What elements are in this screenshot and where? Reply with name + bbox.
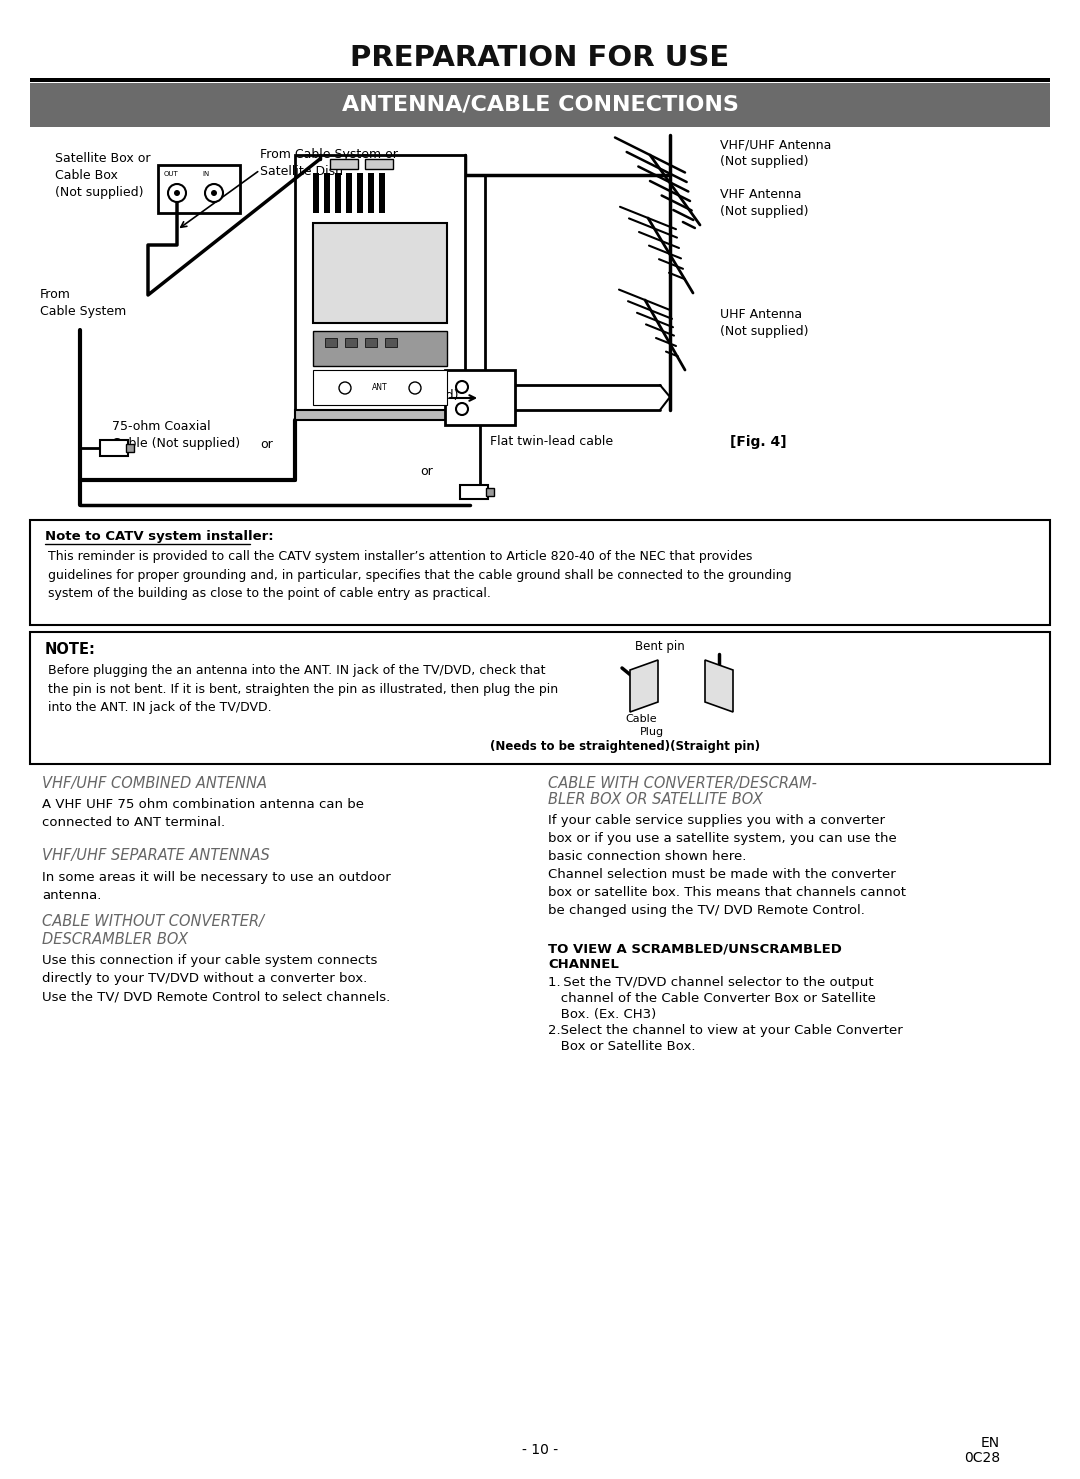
Text: From
Cable System: From Cable System bbox=[40, 288, 126, 318]
Text: - 10 -: - 10 - bbox=[522, 1444, 558, 1457]
Text: or: or bbox=[420, 464, 433, 478]
Circle shape bbox=[211, 189, 217, 197]
Bar bbox=[30, 632, 1050, 765]
Text: Cable: Cable bbox=[625, 714, 657, 725]
Text: 1. Set the TV/DVD channel selector to the output: 1. Set the TV/DVD channel selector to th… bbox=[548, 976, 874, 989]
Text: Box. (Ex. CH3): Box. (Ex. CH3) bbox=[548, 1009, 657, 1021]
Text: 2.Select the channel to view at your Cable Converter: 2.Select the channel to view at your Cab… bbox=[548, 1023, 903, 1037]
Bar bbox=[313, 173, 319, 213]
Text: Plug: Plug bbox=[640, 728, 664, 737]
Bar bbox=[325, 339, 337, 348]
Polygon shape bbox=[705, 660, 733, 711]
Circle shape bbox=[456, 382, 468, 393]
Bar bbox=[345, 339, 357, 348]
Bar bbox=[379, 173, 384, 213]
Bar bbox=[295, 410, 465, 420]
Text: CABLE WITHOUT CONVERTER/
DESCRAMBLER BOX: CABLE WITHOUT CONVERTER/ DESCRAMBLER BOX bbox=[42, 914, 264, 947]
Text: UHF Antenna
(Not supplied): UHF Antenna (Not supplied) bbox=[720, 308, 809, 339]
Circle shape bbox=[205, 183, 222, 203]
Text: EN: EN bbox=[981, 1436, 1000, 1449]
Text: In some areas it will be necessary to use an outdoor
antenna.: In some areas it will be necessary to us… bbox=[42, 871, 391, 902]
Text: OUT: OUT bbox=[164, 172, 179, 177]
Bar bbox=[357, 173, 363, 213]
Bar bbox=[158, 166, 240, 213]
Text: TO VIEW A SCRAMBLED/UNSCRAMBLED
CHANNEL: TO VIEW A SCRAMBLED/UNSCRAMBLED CHANNEL bbox=[548, 942, 842, 972]
Text: channel of the Cable Converter Box or Satellite: channel of the Cable Converter Box or Sa… bbox=[548, 992, 876, 1006]
Bar bbox=[313, 370, 447, 405]
Polygon shape bbox=[630, 660, 658, 711]
Bar bbox=[295, 155, 465, 410]
Text: If your cable service supplies you with a converter
box or if you use a satellit: If your cable service supplies you with … bbox=[548, 813, 906, 917]
Bar bbox=[30, 78, 1050, 81]
Bar bbox=[346, 173, 352, 213]
Bar bbox=[335, 173, 341, 213]
Text: PREPARATION FOR USE: PREPARATION FOR USE bbox=[350, 44, 730, 72]
Bar bbox=[365, 160, 393, 169]
Circle shape bbox=[456, 402, 468, 416]
Text: Use this connection if your cable system connects
directly to your TV/DVD withou: Use this connection if your cable system… bbox=[42, 954, 390, 1003]
Bar bbox=[365, 339, 377, 348]
Text: [Fig. 4]: [Fig. 4] bbox=[730, 435, 786, 450]
Text: IN: IN bbox=[202, 172, 210, 177]
Text: VHF/UHF SEPARATE ANTENNAS: VHF/UHF SEPARATE ANTENNAS bbox=[42, 847, 270, 864]
Text: ANT: ANT bbox=[373, 383, 388, 392]
Bar bbox=[30, 521, 1050, 626]
Text: Box or Satellite Box.: Box or Satellite Box. bbox=[548, 1040, 696, 1053]
Text: 75-ohm Coaxial
Cable (Not supplied): 75-ohm Coaxial Cable (Not supplied) bbox=[112, 420, 240, 450]
Text: CABLE WITH CONVERTER/DESCRAM-: CABLE WITH CONVERTER/DESCRAM- bbox=[548, 776, 816, 791]
Circle shape bbox=[339, 382, 351, 393]
Text: VHF Antenna
(Not supplied): VHF Antenna (Not supplied) bbox=[720, 188, 809, 217]
Circle shape bbox=[409, 382, 421, 393]
Bar bbox=[330, 160, 357, 169]
Text: 0C28: 0C28 bbox=[963, 1451, 1000, 1466]
Text: This reminder is provided to call the CATV system installer’s attention to Artic: This reminder is provided to call the CA… bbox=[48, 550, 792, 600]
Text: From Cable System or
Satellite Dish: From Cable System or Satellite Dish bbox=[260, 148, 397, 177]
Text: NOTE:: NOTE: bbox=[45, 642, 96, 657]
Bar bbox=[368, 173, 374, 213]
Text: BLER BOX OR SATELLITE BOX: BLER BOX OR SATELLITE BOX bbox=[548, 791, 762, 808]
Bar bbox=[100, 439, 129, 456]
Bar bbox=[486, 488, 494, 495]
Bar bbox=[445, 370, 515, 424]
Text: ANTENNA/CABLE CONNECTIONS: ANTENNA/CABLE CONNECTIONS bbox=[341, 95, 739, 115]
Bar bbox=[313, 223, 447, 322]
Text: A VHF UHF 75 ohm combination antenna can be
connected to ANT terminal.: A VHF UHF 75 ohm combination antenna can… bbox=[42, 799, 364, 830]
Text: (Needs to be straightened)(Straight pin): (Needs to be straightened)(Straight pin) bbox=[490, 740, 760, 753]
Bar bbox=[324, 173, 330, 213]
Text: or: or bbox=[260, 438, 273, 451]
Text: Flat twin-lead cable: Flat twin-lead cable bbox=[490, 435, 613, 448]
Text: Bent pin: Bent pin bbox=[635, 640, 685, 654]
Circle shape bbox=[168, 183, 186, 203]
Circle shape bbox=[174, 189, 180, 197]
Text: VHF/UHF
or Combiner
(Not supplied): VHF/UHF or Combiner (Not supplied) bbox=[370, 355, 459, 402]
Bar bbox=[30, 83, 1050, 127]
Bar bbox=[313, 331, 447, 365]
Text: Before plugging the an antenna into the ANT. IN jack of the TV/DVD, check that
t: Before plugging the an antenna into the … bbox=[48, 664, 558, 714]
Text: VHF/UHF Antenna
(Not supplied): VHF/UHF Antenna (Not supplied) bbox=[720, 138, 832, 169]
Text: Note to CATV system installer:: Note to CATV system installer: bbox=[45, 529, 273, 543]
Bar bbox=[460, 485, 488, 498]
Text: Satellite Box or
Cable Box
(Not supplied): Satellite Box or Cable Box (Not supplied… bbox=[55, 152, 150, 200]
Bar bbox=[384, 339, 397, 348]
Text: VHF/UHF COMBINED ANTENNA: VHF/UHF COMBINED ANTENNA bbox=[42, 776, 267, 791]
Bar bbox=[126, 444, 134, 453]
